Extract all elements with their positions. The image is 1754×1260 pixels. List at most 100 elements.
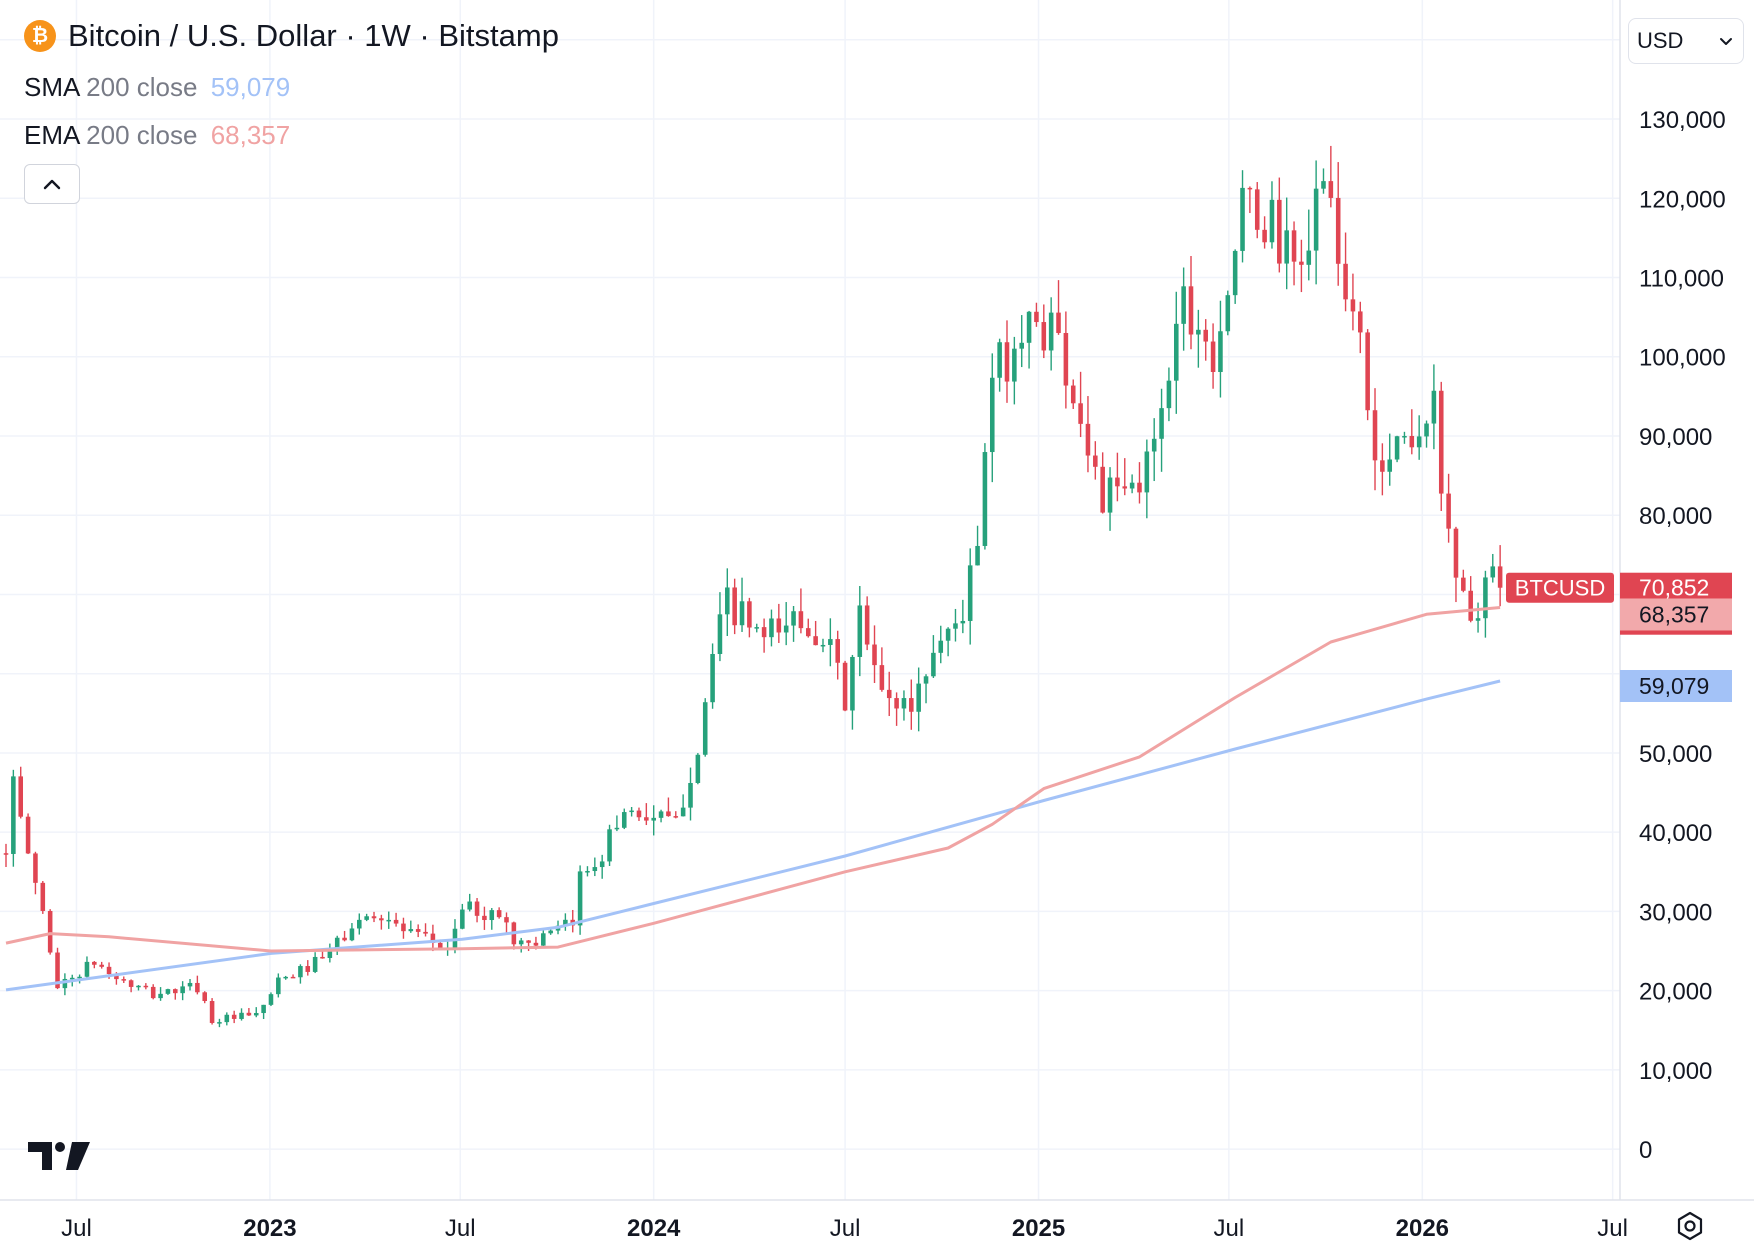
candle-body[interactable]: [1262, 229, 1267, 243]
candle-body[interactable]: [25, 816, 31, 854]
candle-body[interactable]: [136, 985, 141, 988]
candle-body[interactable]: [702, 702, 708, 755]
candle-body[interactable]: [489, 910, 495, 921]
candle-body[interactable]: [1004, 342, 1010, 382]
candle-body[interactable]: [1063, 332, 1069, 386]
candle-body[interactable]: [997, 342, 1002, 378]
candle-body[interactable]: [1254, 189, 1260, 230]
candle-body[interactable]: [695, 754, 701, 783]
candle-body[interactable]: [1350, 299, 1356, 312]
candle-body[interactable]: [1026, 311, 1032, 343]
candle-body[interactable]: [548, 930, 553, 934]
candle-body[interactable]: [415, 929, 421, 932]
candle-body[interactable]: [1424, 423, 1429, 437]
candle-body[interactable]: [158, 993, 163, 999]
candle-body[interactable]: [945, 628, 951, 641]
candle-body[interactable]: [658, 811, 664, 818]
candle-body[interactable]: [857, 605, 863, 657]
candle-body[interactable]: [1438, 390, 1444, 494]
candle-body[interactable]: [1380, 460, 1385, 472]
chart-title-legend[interactable]: ₿ Bitcoin / U.S. Dollar · 1W · Bitstamp: [24, 18, 559, 54]
candle-body[interactable]: [710, 654, 715, 703]
candle-body[interactable]: [769, 618, 774, 638]
candle-body[interactable]: [1210, 341, 1216, 372]
candle-body[interactable]: [1394, 436, 1400, 460]
candle-body[interactable]: [452, 928, 458, 948]
candle-body[interactable]: [408, 929, 414, 932]
candle-body[interactable]: [1490, 566, 1496, 578]
candle-body[interactable]: [1173, 323, 1179, 381]
candle-body[interactable]: [187, 982, 193, 987]
candle-body[interactable]: [1188, 286, 1194, 335]
candle-body[interactable]: [1468, 590, 1473, 621]
candle-body[interactable]: [636, 810, 642, 818]
tradingview-logo-icon[interactable]: [28, 1140, 92, 1172]
candle-body[interactable]: [224, 1014, 230, 1023]
candle-body[interactable]: [276, 977, 281, 995]
candle-body[interactable]: [209, 1001, 215, 1023]
candle-body[interactable]: [747, 601, 752, 628]
candle-body[interactable]: [268, 994, 274, 1005]
candle-body[interactable]: [1056, 312, 1061, 333]
candle-body[interactable]: [92, 961, 97, 965]
candle-body[interactable]: [114, 974, 119, 980]
candle-body[interactable]: [717, 614, 723, 655]
candle-body[interactable]: [180, 986, 185, 994]
candle-body[interactable]: [923, 676, 929, 684]
candle-body[interactable]: [1093, 455, 1098, 467]
candle-body[interactable]: [592, 867, 598, 872]
candle-body[interactable]: [1232, 250, 1238, 296]
candle-body[interactable]: [283, 976, 288, 979]
candle-body[interactable]: [783, 625, 789, 633]
candle-body[interactable]: [1085, 423, 1091, 456]
candle-body[interactable]: [629, 810, 634, 813]
candle-body[interactable]: [1277, 199, 1282, 264]
candle-body[interactable]: [1321, 181, 1326, 189]
candle-body[interactable]: [334, 937, 340, 950]
candle-body[interactable]: [327, 949, 333, 958]
candle-body[interactable]: [143, 985, 149, 988]
candle-body[interactable]: [1269, 199, 1275, 243]
candle-body[interactable]: [217, 1022, 222, 1024]
candle-body[interactable]: [850, 656, 855, 711]
candle-body[interactable]: [150, 986, 156, 999]
candle-body[interactable]: [982, 452, 988, 546]
candle-body[interactable]: [437, 942, 443, 948]
candle-body[interactable]: [1166, 380, 1172, 409]
candle-body[interactable]: [1225, 295, 1231, 332]
candle-body[interactable]: [526, 940, 531, 943]
candle-body[interactable]: [3, 853, 9, 855]
candle-body[interactable]: [842, 662, 848, 711]
candle-body[interactable]: [106, 966, 112, 975]
candle-body[interactable]: [680, 807, 686, 817]
currency-select[interactable]: USD: [1628, 18, 1744, 64]
candle-body[interactable]: [673, 816, 679, 818]
candle-body[interactable]: [614, 827, 620, 830]
candle-body[interactable]: [496, 910, 502, 918]
candle-body[interactable]: [342, 937, 347, 941]
candle-body[interactable]: [231, 1014, 237, 1019]
candle-body[interactable]: [1019, 342, 1024, 349]
candle-body[interactable]: [1100, 466, 1105, 513]
candle-body[interactable]: [960, 620, 966, 624]
candle-body[interactable]: [1483, 577, 1488, 619]
candle-body[interactable]: [754, 627, 760, 629]
candle-body[interactable]: [1416, 436, 1422, 448]
candle-body[interactable]: [1306, 250, 1312, 265]
candle-body[interactable]: [1034, 311, 1039, 323]
candle-body[interactable]: [364, 916, 369, 920]
candle-body[interactable]: [1402, 436, 1407, 438]
candle-body[interactable]: [312, 956, 318, 972]
candle-body[interactable]: [916, 683, 921, 712]
candle-body[interactable]: [894, 698, 899, 709]
candle-body[interactable]: [1291, 230, 1297, 262]
candle-body[interactable]: [173, 989, 178, 994]
candle-body[interactable]: [47, 910, 53, 953]
candle-body[interactable]: [1203, 329, 1209, 342]
candle-body[interactable]: [732, 587, 737, 626]
candle-body[interactable]: [401, 923, 406, 932]
candle-body[interactable]: [1343, 263, 1348, 300]
candle-body[interactable]: [1137, 482, 1142, 493]
candle-body[interactable]: [1497, 566, 1503, 588]
